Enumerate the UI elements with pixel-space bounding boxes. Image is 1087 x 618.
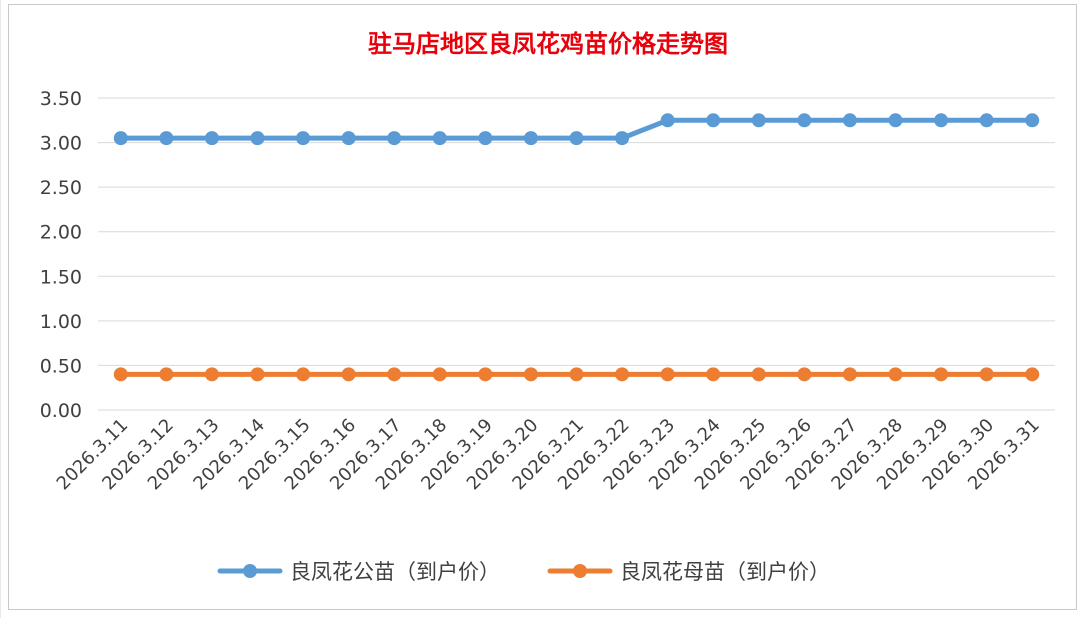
data-point[interactable] [250, 367, 265, 382]
data-point[interactable] [797, 367, 812, 382]
data-point[interactable] [569, 367, 584, 382]
series-layer [113, 113, 1040, 382]
series-2 [113, 367, 1040, 382]
data-point[interactable] [113, 367, 128, 382]
data-point[interactable] [569, 131, 584, 146]
data-point[interactable] [250, 131, 265, 146]
legend-label: 良凤花母苗（到户价） [620, 560, 830, 584]
data-point[interactable] [113, 131, 128, 146]
chart-title: 驻马店地区良凤花鸡苗价格走势图 [368, 29, 728, 58]
data-point[interactable] [706, 367, 721, 382]
data-point[interactable] [979, 367, 994, 382]
legend-swatch-marker [573, 564, 587, 578]
legend-label: 良凤花公苗（到户价） [290, 560, 500, 584]
data-point[interactable] [888, 113, 903, 128]
legend[interactable]: 良凤花公苗（到户价） 良凤花母苗（到户价） [217, 560, 830, 584]
data-point[interactable] [159, 131, 174, 146]
y-tick-label: 3.50 [40, 88, 82, 110]
data-point[interactable] [660, 113, 675, 128]
data-point[interactable] [615, 367, 630, 382]
data-point[interactable] [204, 367, 219, 382]
series-1 [113, 113, 1040, 146]
data-point[interactable] [751, 367, 766, 382]
data-point[interactable] [934, 113, 949, 128]
data-point[interactable] [478, 367, 493, 382]
y-tick-label: 3.00 [40, 133, 82, 155]
chart-area[interactable] [8, 4, 1077, 610]
data-point[interactable] [387, 131, 402, 146]
data-point[interactable] [842, 113, 857, 128]
y-tick-label: 0.50 [40, 355, 82, 377]
data-point[interactable] [1025, 113, 1040, 128]
data-point[interactable] [706, 113, 721, 128]
data-point[interactable] [341, 131, 356, 146]
x-axis-ticks: 2026.3.112026.3.122026.3.132026.3.142026… [53, 415, 1044, 495]
y-tick-label: 1.00 [40, 311, 82, 333]
data-point[interactable] [387, 367, 402, 382]
data-point[interactable] [523, 367, 538, 382]
data-point[interactable] [341, 367, 356, 382]
data-point[interactable] [432, 131, 447, 146]
data-point[interactable] [159, 367, 174, 382]
data-point[interactable] [842, 367, 857, 382]
data-point[interactable] [432, 367, 447, 382]
y-tick-label: 1.50 [40, 266, 82, 288]
y-axis-ticks: 0.00 0.50 1.00 1.50 2.00 2.50 3.00 3.50 [40, 88, 82, 422]
data-point[interactable] [888, 367, 903, 382]
data-point[interactable] [523, 131, 538, 146]
data-point[interactable] [797, 113, 812, 128]
data-point[interactable] [296, 131, 311, 146]
y-tick-label: 2.50 [40, 177, 82, 199]
data-point[interactable] [204, 131, 219, 146]
data-point[interactable] [979, 113, 994, 128]
data-point[interactable] [1025, 367, 1040, 382]
data-point[interactable] [615, 131, 630, 146]
data-point[interactable] [660, 367, 675, 382]
legend-item[interactable]: 良凤花公苗（到户价） [217, 560, 500, 584]
data-point[interactable] [934, 367, 949, 382]
legend-swatch-marker [243, 564, 257, 578]
data-point[interactable] [478, 131, 493, 146]
data-point[interactable] [296, 367, 311, 382]
y-tick-label: 2.00 [40, 222, 82, 244]
data-point[interactable] [751, 113, 766, 128]
legend-item[interactable]: 良凤花母苗（到户价） [547, 560, 830, 584]
y-tick-label: 0.00 [40, 400, 82, 422]
